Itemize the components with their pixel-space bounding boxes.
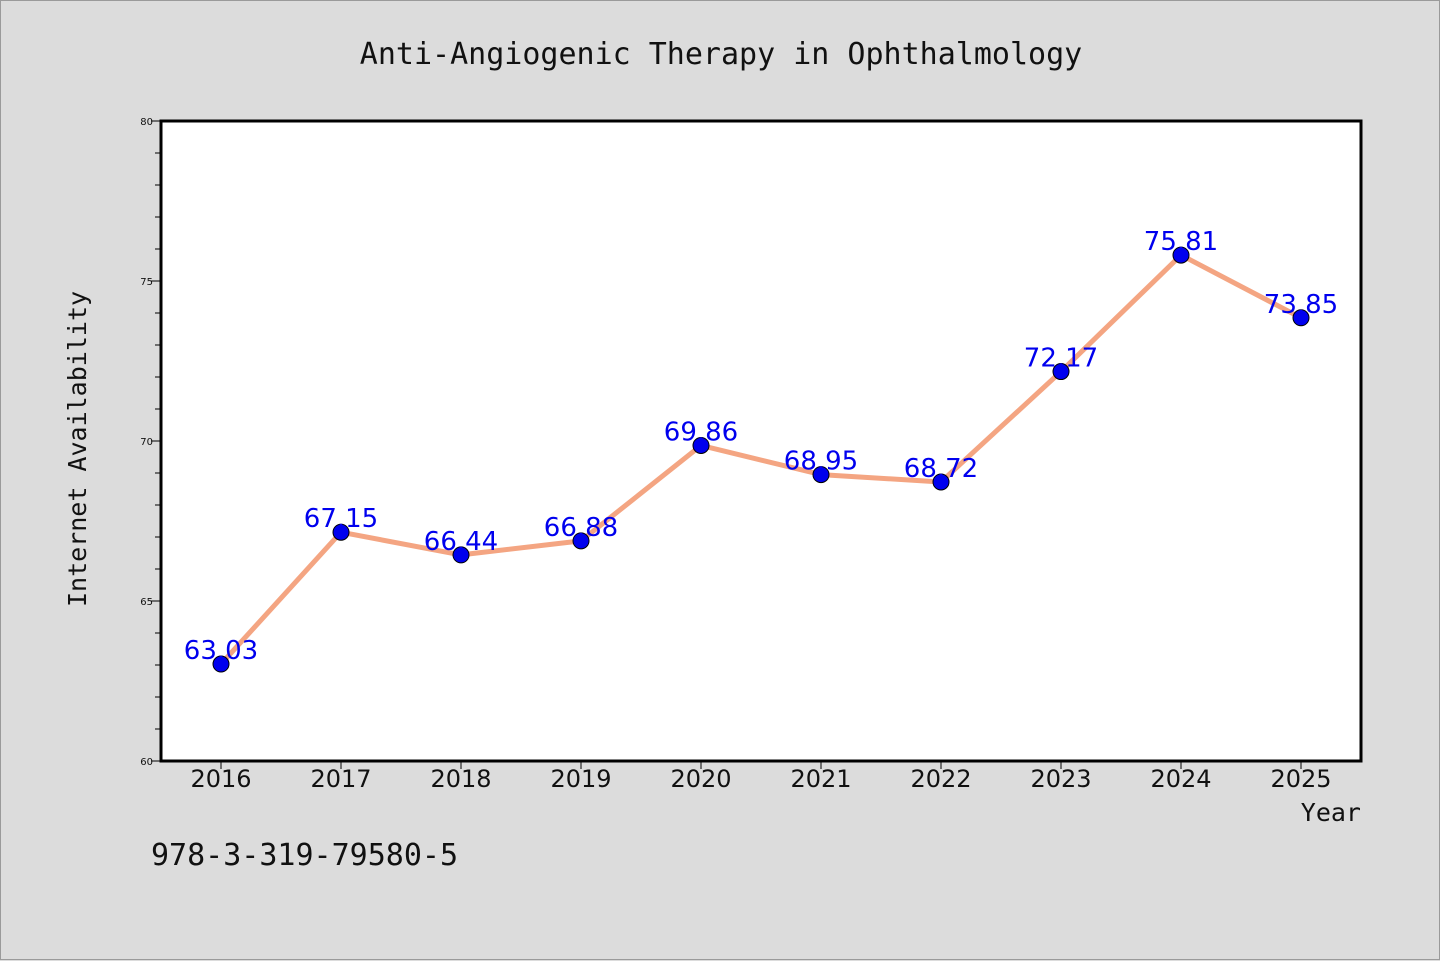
data-label: 66.44	[424, 527, 498, 557]
y-tick-label: 65	[140, 597, 153, 608]
y-tick-label: 80	[140, 117, 153, 128]
data-label: 72.17	[1024, 344, 1098, 374]
data-point	[212, 655, 230, 673]
series-line	[218, 252, 1304, 667]
y-tick-label: 70	[140, 437, 153, 448]
x-tick-label: 2025	[1270, 765, 1331, 793]
data-point	[812, 466, 830, 484]
y-tick-label: 75	[140, 277, 153, 288]
x-tick-label: 2017	[310, 765, 371, 793]
chart-title: Anti-Angiogenic Therapy in Ophthalmology	[360, 37, 1082, 72]
data-label: 68.95	[784, 447, 858, 477]
data-label: 73.85	[1264, 290, 1338, 320]
x-tick-label: 2022	[910, 765, 971, 793]
data-label: 63.03	[184, 636, 258, 666]
x-tick-label: 2024	[1150, 765, 1211, 793]
y-tick-label: 60	[140, 757, 153, 768]
plot-area	[161, 121, 1361, 761]
x-axis-label: Year	[1301, 798, 1361, 827]
data-label: 66.88	[544, 513, 618, 543]
data-point	[692, 436, 710, 454]
data-point	[452, 546, 470, 564]
y-axis-ticks: 60 65 70 75 80	[140, 117, 161, 768]
series-layer: 63.03 67.15 66.44 66.88 69.86 68.95 68.72 72.17…	[184, 227, 1338, 673]
x-tick-label: 2021	[790, 765, 851, 793]
data-label: 69.86	[664, 417, 738, 447]
footer-text: 978-3-319-79580-5	[151, 838, 458, 873]
x-tick-label: 2023	[1030, 765, 1091, 793]
data-point	[1172, 246, 1190, 264]
x-axis-ticks: 2016 2017 2018 2019 2020 2021 2022 2023 2024 2025	[190, 761, 1332, 793]
data-point	[1052, 363, 1070, 381]
x-tick-label: 2019	[550, 765, 611, 793]
data-point	[932, 473, 950, 491]
x-tick-label: 2018	[430, 765, 491, 793]
y-axis-label: Internet Availability	[63, 291, 92, 607]
data-label: 75.81	[1144, 227, 1218, 257]
plot-border	[159, 119, 1363, 763]
x-tick-label: 2016	[190, 765, 251, 793]
data-point	[572, 532, 590, 550]
x-tick-label: 2020	[670, 765, 731, 793]
data-point	[332, 523, 350, 541]
data-label: 67.15	[304, 504, 378, 534]
data-point	[1292, 309, 1310, 327]
data-label: 68.72	[904, 454, 978, 484]
